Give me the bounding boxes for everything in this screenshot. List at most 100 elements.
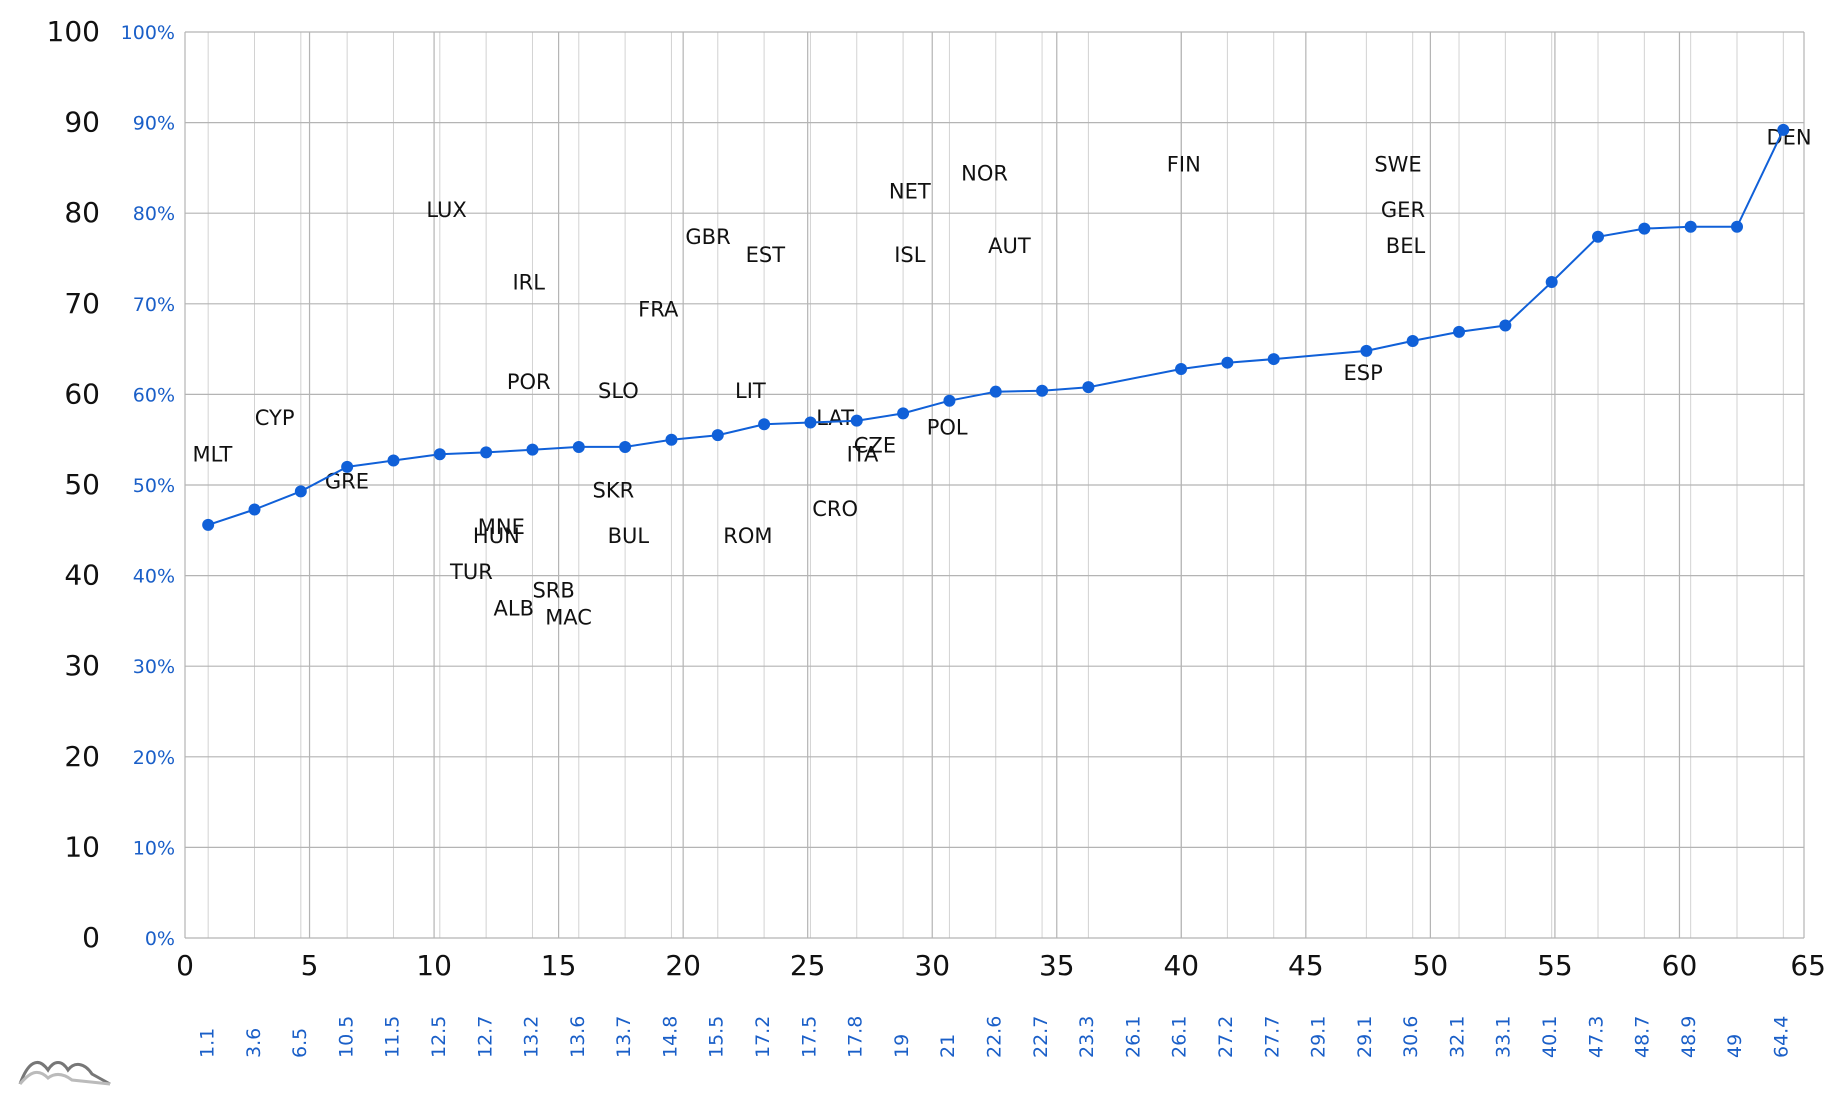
data-point (480, 446, 493, 459)
x-secondary-label: 47.3 (1585, 1016, 1607, 1058)
x-tick-label: 40 (1163, 949, 1199, 982)
y-tick-label: 30 (64, 649, 100, 682)
x-secondary-label: 13.6 (567, 1016, 589, 1058)
y-percent-label: 0% (145, 928, 175, 950)
y-axis-labels: 0 10 20 30 40 50 60 70 80 90 100 (47, 15, 100, 954)
y-percent-label: 80% (133, 203, 175, 225)
country-label: LAT (816, 406, 854, 430)
data-point (758, 418, 771, 431)
y-tick-label: 10 (64, 830, 100, 863)
y-tick-label: 100 (47, 15, 100, 48)
country-label: CRO (812, 497, 858, 521)
y-percent-label: 70% (133, 294, 175, 316)
data-point (1545, 276, 1558, 289)
x-secondary-label: 48.9 (1678, 1016, 1700, 1058)
y-tick-label: 40 (64, 559, 100, 592)
data-point (572, 440, 585, 453)
country-label: GER (1381, 198, 1425, 222)
country-label: BUL (608, 524, 650, 548)
country-label: NOR (961, 162, 1008, 186)
y-tick-label: 60 (64, 377, 100, 410)
data-point (1082, 381, 1095, 394)
x-secondary-label: 21 (937, 1034, 959, 1058)
data-point (1360, 344, 1373, 357)
data-point (387, 454, 400, 467)
y-percent-label: 40% (133, 566, 175, 588)
x-axis-labels: 0 5 10 15 20 25 30 35 40 45 50 55 60 65 (176, 949, 1826, 982)
country-label: ITA (847, 442, 879, 466)
y-tick-label: 80 (64, 196, 100, 229)
x-secondary-label: 40.1 (1539, 1016, 1561, 1058)
country-label: NET (889, 180, 931, 204)
data-point (341, 460, 354, 473)
country-label: GBR (685, 225, 730, 249)
data-point (1406, 334, 1419, 347)
data-point (665, 433, 678, 446)
x-secondary-label: 26.1 (1169, 1016, 1191, 1058)
country-label: IRL (512, 270, 545, 294)
data-point (897, 407, 910, 420)
country-label: HUN (473, 524, 520, 548)
x-tick-label: 5 (301, 949, 319, 982)
y-percent-label: 50% (133, 475, 175, 497)
x-secondary-label: 48.7 (1632, 1016, 1654, 1058)
data-point (804, 416, 817, 429)
x-secondary-label: 6.5 (289, 1028, 311, 1058)
x-tick-label: 0 (176, 949, 194, 982)
x-secondary-label: 19 (891, 1034, 913, 1058)
y-tick-label: 0 (82, 921, 100, 954)
x-secondary-label: 22.7 (1030, 1016, 1052, 1058)
x-secondary-label: 11.5 (382, 1016, 404, 1058)
data-point (850, 414, 863, 427)
data-point (1221, 356, 1234, 369)
x-secondary-label: 17.2 (752, 1016, 774, 1058)
country-label: LIT (735, 379, 766, 403)
y-percent-label: 60% (133, 384, 175, 406)
x-secondary-label: 13.2 (521, 1016, 543, 1058)
y-tick-label: 50 (64, 468, 100, 501)
x-tick-label: 30 (914, 949, 950, 982)
data-point (711, 429, 724, 442)
x-secondary-label: 10.5 (335, 1016, 357, 1058)
country-label: TUR (449, 560, 493, 584)
data-point (248, 503, 261, 516)
x-tick-label: 20 (665, 949, 701, 982)
x-tick-label: 65 (1790, 949, 1826, 982)
x-secondary-label: 23.3 (1076, 1016, 1098, 1058)
data-point (1684, 220, 1697, 233)
x-secondary-label: 15.5 (706, 1016, 728, 1058)
y-percent-label: 20% (133, 747, 175, 769)
x-secondary-label: 30.6 (1400, 1016, 1422, 1058)
country-label: BEL (1386, 234, 1426, 258)
y-tick-label: 70 (64, 287, 100, 320)
x-tick-label: 15 (541, 949, 577, 982)
x-secondary-label: 12.5 (428, 1016, 450, 1058)
country-label: SRB (532, 578, 574, 602)
data-point (1175, 363, 1188, 376)
data-point (1592, 230, 1605, 243)
x-tick-label: 50 (1413, 949, 1449, 982)
x-secondary-label: 29.1 (1354, 1016, 1376, 1058)
country-label: POL (927, 415, 968, 439)
country-label: SWE (1374, 153, 1421, 177)
x-secondary-label: 13.7 (613, 1016, 635, 1058)
country-label: SLO (598, 379, 639, 403)
data-point (1730, 220, 1743, 233)
country-label: EST (746, 243, 786, 267)
x-secondary-label: 32.1 (1446, 1016, 1468, 1058)
x-secondary-label: 3.6 (243, 1028, 265, 1058)
country-label: SKR (593, 479, 635, 503)
x-tick-label: 35 (1039, 949, 1075, 982)
country-label: GRE (325, 470, 369, 494)
data-point (1638, 222, 1651, 235)
x-secondary-label: 14.8 (659, 1016, 681, 1058)
data-point (619, 440, 632, 453)
x-secondary-label: 12.7 (474, 1016, 496, 1058)
country-label: CYP (255, 406, 295, 430)
x-secondary-label: 29.1 (1308, 1016, 1330, 1058)
x-secondary-label: 22.6 (984, 1016, 1006, 1058)
x-secondary-label: 33.1 (1493, 1016, 1515, 1058)
x-tick-label: 25 (790, 949, 826, 982)
x-secondary-label: 26.1 (1122, 1016, 1144, 1058)
